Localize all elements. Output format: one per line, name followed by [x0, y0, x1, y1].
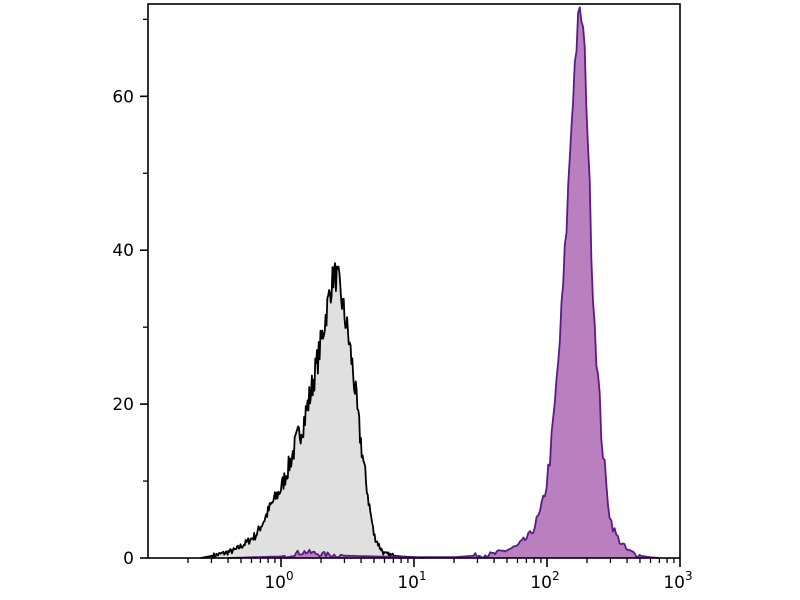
ticks-layer: 0 20 40 60 100 101 102 103 [112, 18, 693, 593]
series-control-area [200, 263, 425, 558]
y-tick-label: 20 [112, 395, 134, 415]
y-tick-label: 60 [112, 87, 134, 107]
series-sample-area [228, 7, 660, 559]
y-tick-label: 0 [123, 549, 134, 569]
y-tick-label: 40 [112, 241, 134, 261]
x-tick-label: 102 [530, 569, 559, 593]
series-layer [200, 6, 660, 559]
x-tick-label: 103 [663, 569, 692, 593]
series-control-line [200, 262, 425, 559]
x-tick-label: 100 [264, 569, 293, 593]
x-tick-label: 101 [397, 569, 426, 593]
